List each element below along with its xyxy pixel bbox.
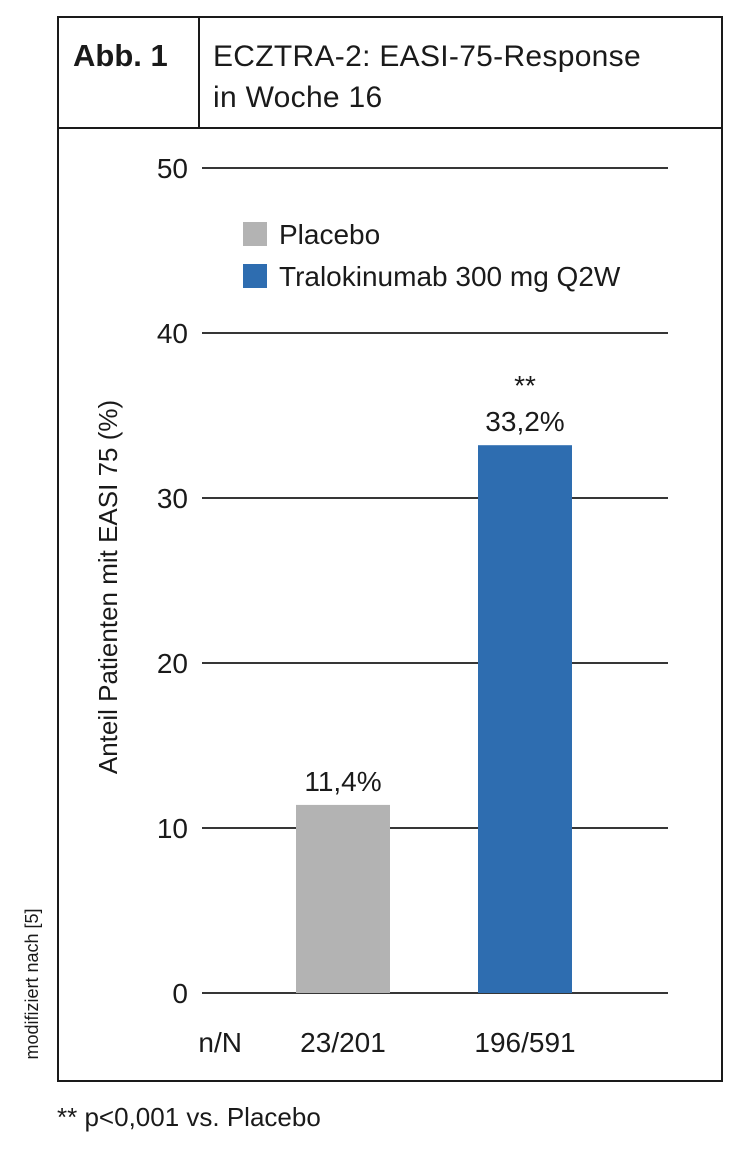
figure-header: Abb. 1 ECZTRA-2: EASI-75-Response in Woc… — [59, 18, 721, 129]
x-category-labels: n/N 23/201 196/591 — [198, 1027, 575, 1058]
data-label-1: 33,2% — [485, 406, 564, 437]
data-labels: 11,4% 33,2% ** — [304, 370, 564, 797]
significance-marker-1: ** — [514, 370, 536, 401]
gridlines — [202, 167, 668, 994]
legend-swatch-1 — [243, 264, 267, 288]
data-label-0: 11,4% — [304, 766, 381, 797]
y-tick-label-20: 20 — [157, 648, 188, 679]
y-tick-label-50: 50 — [157, 153, 188, 184]
y-tick-label-30: 30 — [157, 483, 188, 514]
figure-title-line-2: in Woche 16 — [213, 81, 383, 114]
bar-tralokinumab — [478, 445, 572, 993]
figure-title-line-1: ECZTRA-2: EASI-75-Response — [213, 40, 641, 73]
y-tick-label-0: 0 — [172, 978, 188, 1009]
bar-placebo — [296, 804, 390, 993]
legend-label-1: Tralokinumab 300 mg Q2W — [279, 261, 621, 292]
x-category-label-1: 196/591 — [474, 1027, 575, 1058]
figure-title: ECZTRA-2: EASI-75-Response in Woche 16 — [213, 36, 713, 118]
x-axis-label-nN: n/N — [198, 1027, 242, 1058]
x-category-label-0: 23/201 — [300, 1027, 386, 1058]
legend: Placebo Tralokinumab 300 mg Q2W — [243, 219, 621, 292]
y-tick-label-40: 40 — [157, 318, 188, 349]
source-note: modifiziert nach [5] — [22, 908, 42, 1059]
y-axis-title: Anteil Patienten mit EASI 75 (%) — [93, 400, 123, 774]
y-tick-labels: 0 10 20 30 40 50 — [157, 153, 188, 1009]
legend-label-0: Placebo — [279, 219, 380, 250]
figure-number: Abb. 1 — [59, 18, 200, 127]
y-tick-label-10: 10 — [157, 813, 188, 844]
bar-chart: 0 10 20 30 40 50 11,4% 33,2% ** n/N 23/201 196/59… — [22, 153, 668, 1060]
figure-frame: Abb. 1 ECZTRA-2: EASI-75-Response in Woc… — [57, 16, 723, 1082]
significance-footnote: ** p<0,001 vs. Placebo — [57, 1102, 321, 1132]
legend-swatch-0 — [243, 222, 267, 246]
bars — [296, 445, 572, 993]
